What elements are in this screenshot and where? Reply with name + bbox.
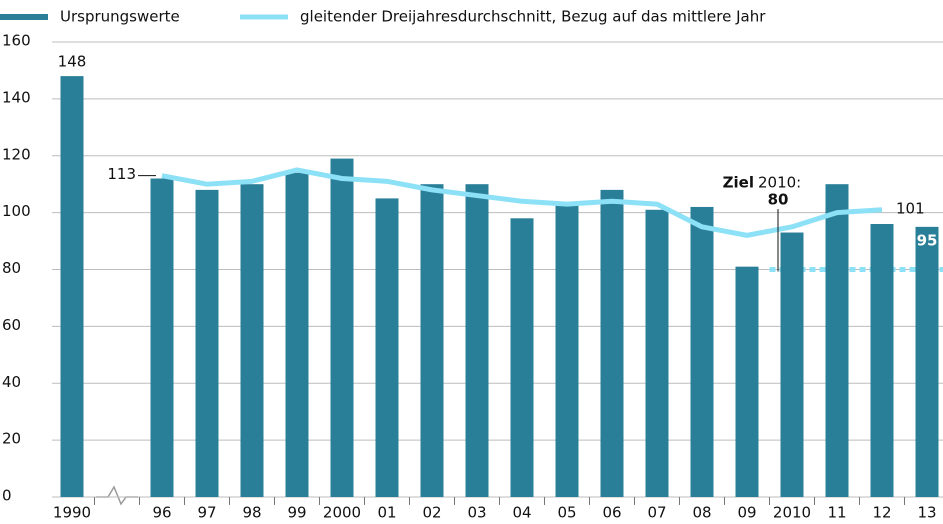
bar — [510, 218, 534, 497]
y-tick-label: 40 — [2, 373, 21, 391]
bar — [735, 266, 759, 497]
x-tick-label: 1990 — [53, 504, 91, 522]
legend-label: Ursprungswerte — [60, 8, 180, 26]
bar — [465, 184, 489, 497]
x-tick-label: 02 — [422, 504, 441, 522]
y-tick-label: 140 — [2, 88, 31, 106]
target-label: Ziel — [723, 174, 754, 192]
bar — [195, 189, 219, 497]
x-tick-label: 2010 — [773, 504, 811, 522]
x-tick-label: 13 — [917, 504, 936, 522]
target-year: 2010: — [758, 174, 801, 192]
x-tick-label: 97 — [197, 504, 216, 522]
x-tick-label: 03 — [467, 504, 486, 522]
bar — [285, 172, 309, 497]
x-tick-label: 05 — [557, 504, 576, 522]
bar — [420, 184, 444, 497]
target-value: 80 — [768, 191, 789, 209]
bar — [375, 198, 399, 497]
x-tick-label: 12 — [872, 504, 891, 522]
bar — [915, 226, 939, 497]
y-tick-label: 20 — [2, 430, 21, 448]
x-tick-label: 07 — [647, 504, 666, 522]
x-tick-label: 99 — [287, 504, 306, 522]
bar — [600, 189, 624, 497]
y-tick-label: 100 — [2, 202, 31, 220]
x-tick-label: 06 — [602, 504, 621, 522]
y-tick-label: 120 — [2, 145, 31, 163]
y-tick-label: 80 — [2, 259, 21, 277]
x-tick-label: 04 — [512, 504, 531, 522]
x-tick-label: 11 — [827, 504, 846, 522]
bar — [240, 184, 264, 497]
line — [161, 167, 883, 238]
legend-label: gleitender Dreijahresdurchschnitt, Bezug… — [300, 8, 766, 26]
legend-swatch — [0, 14, 48, 20]
bar — [555, 204, 579, 497]
bar — [690, 206, 714, 497]
bar — [150, 178, 174, 497]
x-tick-label: 2000 — [323, 504, 361, 522]
axis-break — [96, 485, 138, 506]
bar — [780, 232, 804, 497]
x-tick-label: 01 — [377, 504, 396, 522]
x-tick-label: 98 — [242, 504, 261, 522]
y-tick-label: 60 — [2, 316, 21, 334]
bar — [870, 224, 894, 497]
data-label: 101 — [896, 199, 925, 217]
bar — [645, 209, 669, 497]
bar — [60, 76, 84, 497]
data-label: 148 — [58, 53, 87, 71]
y-tick-label: 0 — [2, 487, 12, 505]
x-tick-label: 08 — [692, 504, 711, 522]
data-label: 95 — [917, 231, 938, 249]
x-tick-label: 96 — [152, 504, 171, 522]
bar — [825, 184, 849, 497]
x-tick-label: 09 — [737, 504, 756, 522]
y-tick-label: 160 — [2, 32, 31, 50]
data-label: 113 — [107, 165, 136, 183]
bar — [330, 158, 354, 497]
